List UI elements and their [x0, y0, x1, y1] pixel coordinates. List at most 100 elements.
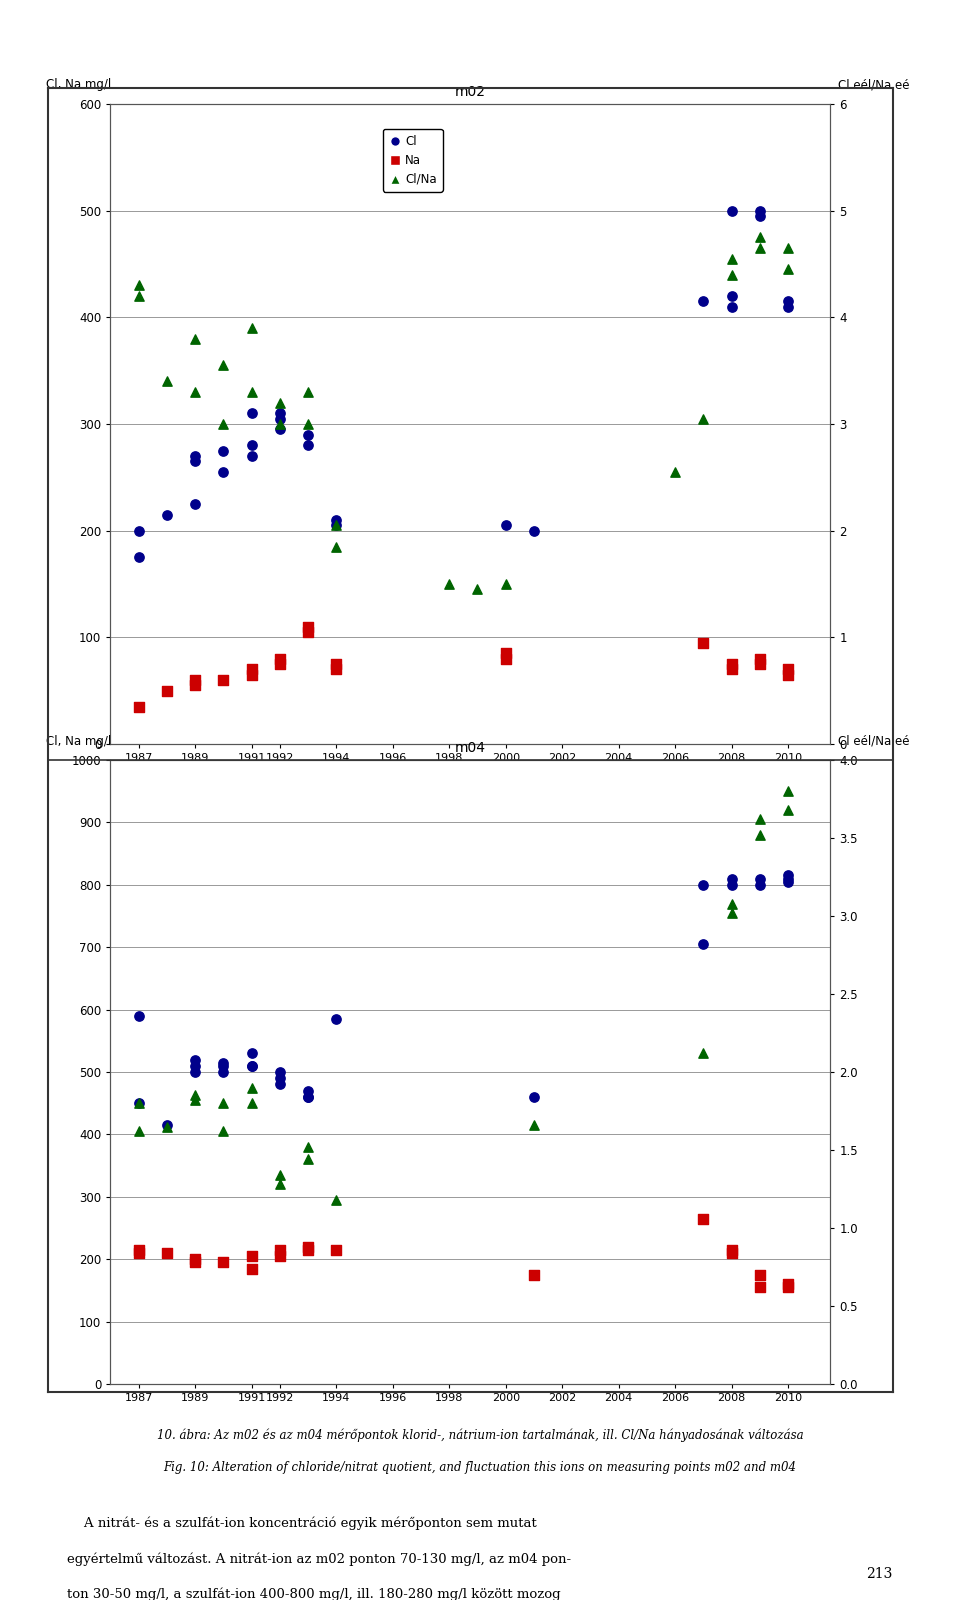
Point — [244, 1256, 259, 1282]
Point — [131, 518, 146, 544]
Point — [780, 256, 796, 282]
Point — [752, 235, 767, 261]
Point — [752, 1275, 767, 1301]
Point — [187, 672, 203, 698]
Point — [272, 400, 287, 426]
Point — [300, 1147, 316, 1173]
Point — [300, 411, 316, 437]
Point — [724, 246, 739, 272]
Point — [696, 931, 711, 957]
Point — [752, 806, 767, 832]
Point — [780, 662, 796, 688]
Text: 10. ábra: Az m02 és az m04 mérőpontok klorid-, nátrium-ion tartalmának, ill. Cl/: 10. ábra: Az m02 és az m04 mérőpontok kl… — [156, 1429, 804, 1442]
Text: Cl eél/Na eé: Cl eél/Na eé — [837, 78, 909, 91]
Point — [724, 891, 739, 917]
Point — [724, 283, 739, 309]
Point — [187, 1246, 203, 1272]
Point — [752, 1262, 767, 1288]
Point — [780, 862, 796, 888]
Point — [131, 283, 146, 309]
Point — [328, 512, 344, 538]
Point — [131, 1240, 146, 1266]
Point — [752, 822, 767, 848]
Point — [667, 459, 683, 485]
Point — [272, 416, 287, 442]
Point — [752, 651, 767, 677]
Point — [216, 459, 231, 485]
Point — [159, 1114, 175, 1139]
Title: m04: m04 — [455, 741, 486, 755]
Point — [752, 866, 767, 891]
Point — [300, 379, 316, 405]
Point — [526, 518, 541, 544]
Point — [272, 390, 287, 416]
Point — [780, 1272, 796, 1298]
Point — [328, 512, 344, 538]
Point — [216, 411, 231, 437]
Point — [300, 1085, 316, 1110]
Title: m02: m02 — [455, 85, 486, 99]
Point — [724, 294, 739, 320]
Point — [724, 198, 739, 224]
Point — [187, 1083, 203, 1109]
Point — [780, 294, 796, 320]
Point — [724, 872, 739, 898]
Point — [272, 411, 287, 437]
Point — [696, 872, 711, 898]
Point — [131, 1118, 146, 1144]
Point — [131, 544, 146, 570]
Point — [187, 1250, 203, 1275]
Point — [780, 288, 796, 314]
Point — [526, 1262, 541, 1288]
Point — [442, 571, 457, 597]
Point — [498, 646, 514, 672]
Point — [159, 678, 175, 704]
Point — [187, 491, 203, 517]
Point — [300, 614, 316, 640]
Point — [216, 352, 231, 378]
Point — [216, 1091, 231, 1117]
Point — [131, 694, 146, 720]
Point — [244, 432, 259, 458]
Point — [752, 198, 767, 224]
Point — [724, 1237, 739, 1262]
Point — [272, 1059, 287, 1085]
Point — [187, 443, 203, 469]
Point — [724, 1240, 739, 1266]
Point — [696, 288, 711, 314]
Point — [216, 1053, 231, 1078]
Text: Cl, Na mg/l: Cl, Na mg/l — [46, 78, 110, 91]
Point — [272, 1066, 287, 1091]
Point — [724, 656, 739, 682]
Point — [272, 1171, 287, 1197]
Text: egyértelmű változást. A nitrát-ion az m02 ponton 70-130 mg/l, az m04 pon-: egyértelmű változást. A nitrát-ion az m0… — [67, 1552, 571, 1565]
Point — [526, 1085, 541, 1110]
Point — [696, 1040, 711, 1066]
Point — [187, 379, 203, 405]
Point — [780, 797, 796, 822]
Point — [216, 438, 231, 464]
Point — [244, 400, 259, 426]
Point — [272, 646, 287, 672]
Point — [300, 1234, 316, 1259]
Point — [300, 422, 316, 448]
Point — [724, 866, 739, 891]
Point — [187, 667, 203, 693]
Point — [244, 1075, 259, 1101]
Text: Fig. 10: Alteration of chloride/nitrat quotient, and fluctuation this ions on me: Fig. 10: Alteration of chloride/nitrat q… — [163, 1461, 797, 1474]
Point — [216, 1250, 231, 1275]
Point — [328, 507, 344, 533]
Point — [244, 1040, 259, 1066]
Point — [724, 262, 739, 288]
Point — [498, 640, 514, 666]
Point — [187, 1088, 203, 1114]
Point — [272, 651, 287, 677]
Point — [272, 1243, 287, 1269]
Point — [696, 1206, 711, 1232]
Point — [300, 1085, 316, 1110]
Point — [244, 1243, 259, 1269]
Legend: Cl, Na, Cl/Na: Cl, Na, Cl/Na — [383, 130, 443, 192]
Point — [328, 656, 344, 682]
Point — [752, 646, 767, 672]
Point — [187, 1046, 203, 1072]
